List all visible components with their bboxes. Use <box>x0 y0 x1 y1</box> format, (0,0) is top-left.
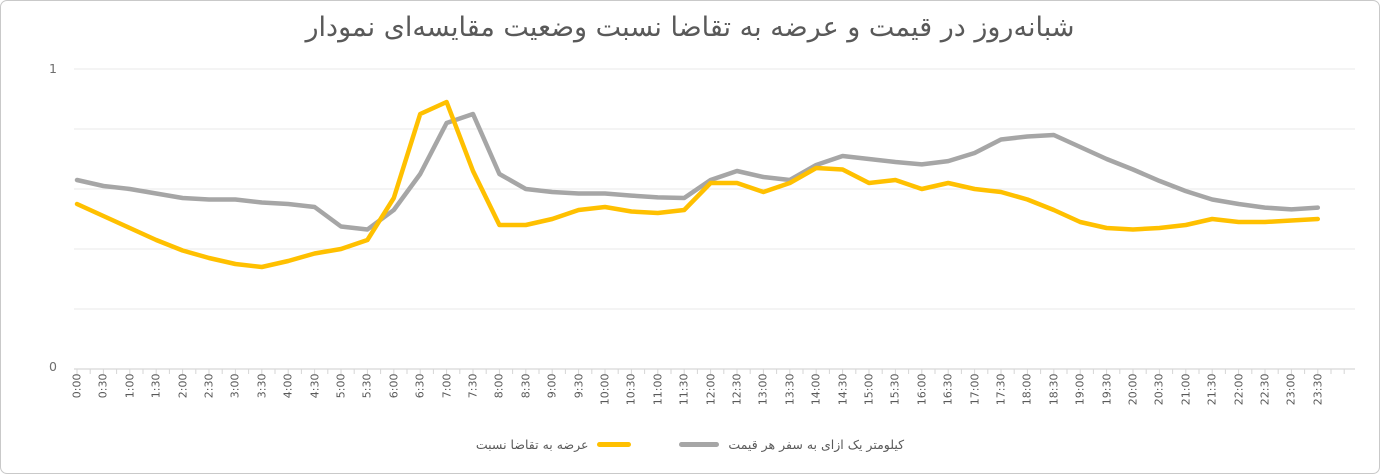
y-axis-min-label: 0 <box>49 359 57 374</box>
x-tick-label: 17:30 <box>994 373 1008 406</box>
chart-title: نمودار مقایسه‌ای وضعیت نسبت تقاضا به عرض… <box>305 12 1075 43</box>
x-tick-label: 5:30 <box>360 373 374 399</box>
series-line-demand-supply-ratio <box>74 99 1321 270</box>
x-tick-label: 8:00 <box>492 373 506 399</box>
x-tick-label: 20:30 <box>1152 373 1166 406</box>
y-axis-max-label: 1 <box>49 61 57 76</box>
x-tick-label: 8:30 <box>519 373 533 399</box>
legend-swatch-price-per-km <box>679 442 720 447</box>
x-tick-label: 1:00 <box>123 373 137 399</box>
legend-item-demand-supply-ratio: نسبت تقاضا به عرضه <box>476 437 632 452</box>
x-tick-label: 9:30 <box>572 373 586 399</box>
x-tick-label: 23:00 <box>1284 373 1298 406</box>
x-tick-label: 20:00 <box>1126 373 1140 406</box>
x-tick-label: 21:30 <box>1205 373 1219 406</box>
x-tick-label: 6:00 <box>387 373 401 399</box>
x-tick-label: 12:30 <box>730 373 744 406</box>
x-tick-label: 13:00 <box>756 373 770 406</box>
legend-label-price-per-km: قیمت هر سفر به ازای یک کیلومتر <box>728 437 905 452</box>
x-tick-label: 12:00 <box>704 373 718 406</box>
x-tick-label: 22:00 <box>1232 373 1246 406</box>
x-tick-label: 18:00 <box>1020 373 1034 406</box>
x-tick-label: 3:30 <box>255 373 269 399</box>
x-tick-label: 16:30 <box>941 373 955 406</box>
x-tick-label: 0:30 <box>96 373 110 399</box>
x-tick-label: 22:30 <box>1258 373 1272 406</box>
x-tick-label: 18:30 <box>1047 373 1061 406</box>
x-tick-label: 13:30 <box>783 373 797 406</box>
x-tick-label: 11:00 <box>651 373 665 406</box>
x-tick-label: 21:00 <box>1179 373 1193 406</box>
x-tick-label: 10:00 <box>598 373 612 406</box>
x-tick-label: 9:00 <box>545 373 559 399</box>
x-tick-label: 2:30 <box>202 373 216 399</box>
x-tick-label: 19:00 <box>1073 373 1087 406</box>
x-tick-label: 15:30 <box>888 373 902 406</box>
chart-plot-area <box>74 68 1355 374</box>
x-tick-label: 15:00 <box>862 373 876 406</box>
legend-item-price-per-km: قیمت هر سفر به ازای یک کیلومتر <box>679 437 904 452</box>
x-tick-label: 10:30 <box>624 373 638 406</box>
x-tick-label: 7:00 <box>440 373 454 399</box>
x-tick-label: 16:00 <box>915 373 929 406</box>
x-tick-label: 2:00 <box>176 373 190 399</box>
x-tick-label: 0:00 <box>70 373 84 399</box>
legend-label-demand-supply-ratio: نسبت تقاضا به عرضه <box>475 437 589 452</box>
series-line-price-per-km <box>74 111 1321 232</box>
x-tick-label: 17:00 <box>968 373 982 406</box>
legend-swatch-demand-supply-ratio <box>597 442 632 447</box>
x-tick-label: 14:00 <box>809 373 823 406</box>
x-tick-label: 6:30 <box>413 373 427 399</box>
x-tick-label: 4:00 <box>281 373 295 399</box>
x-tick-label: 5:00 <box>334 373 348 399</box>
x-tick-label: 1:30 <box>149 373 163 399</box>
x-tick-label: 7:30 <box>466 373 480 399</box>
x-tick-label: 3:00 <box>228 373 242 399</box>
x-tick-label: 4:30 <box>308 373 322 399</box>
x-tick-label: 23:30 <box>1311 373 1325 406</box>
x-tick-label: 14:30 <box>836 373 850 406</box>
x-tick-label: 11:30 <box>677 373 691 406</box>
x-tick-label: 19:30 <box>1100 373 1114 406</box>
chart-legend: نسبت تقاضا به عرضه قیمت هر سفر به ازای ی… <box>1 437 1379 452</box>
